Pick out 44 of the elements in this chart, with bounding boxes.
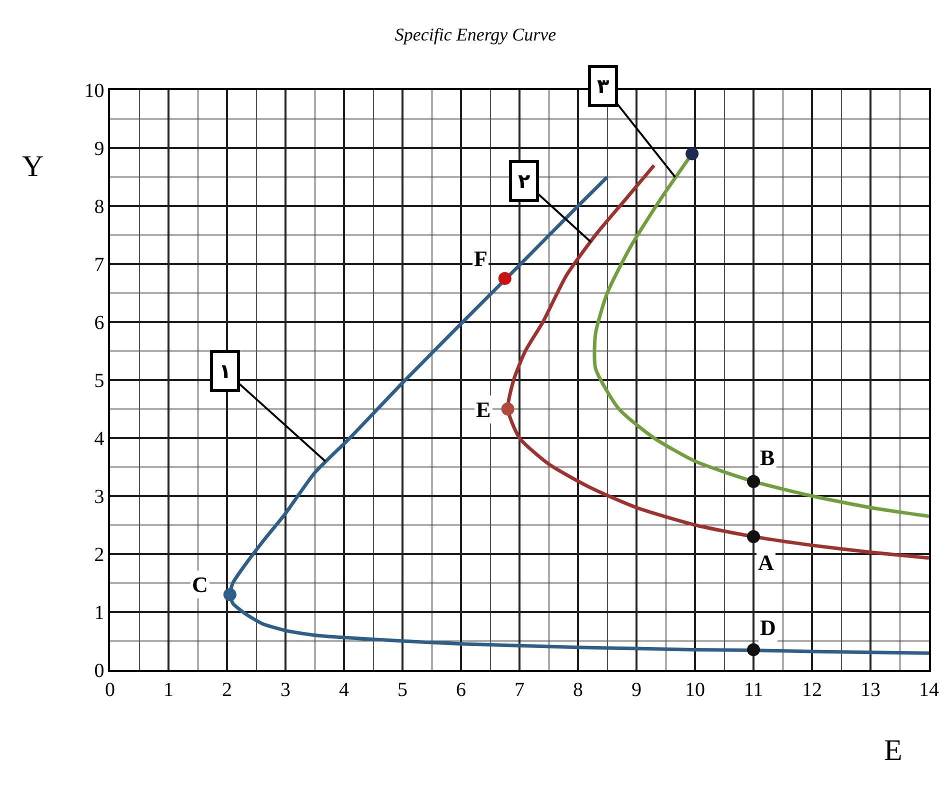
x-tick-label: 9 — [632, 678, 642, 701]
y-tick-label: 1 — [94, 602, 104, 624]
y-tick-label: 7 — [94, 254, 104, 276]
x-axis-title: E — [884, 734, 902, 767]
x-tick-label: 7 — [514, 678, 524, 701]
y-tick-label: 6 — [94, 312, 104, 334]
annotation: E — [476, 397, 491, 422]
annotation: ۳ — [597, 74, 610, 98]
y-tick-label: 8 — [94, 196, 104, 218]
annotation: C — [192, 572, 208, 597]
annotation: A — [758, 550, 774, 575]
point — [747, 530, 760, 544]
point — [498, 272, 512, 285]
x-tick-label: 8 — [573, 678, 583, 701]
y-tick-label: 10 — [84, 80, 104, 102]
y-tick-label: 9 — [94, 138, 104, 160]
x-tick-label: 2 — [222, 678, 232, 701]
chart-title: Specific Energy Curve — [394, 24, 556, 44]
y-tick-label: 4 — [94, 428, 104, 450]
y-axis-title: Y — [22, 150, 44, 183]
x-tick-label: 14 — [919, 678, 939, 701]
x-tick-label: 4 — [339, 678, 349, 701]
x-tick-label: 6 — [456, 678, 466, 701]
annotation: D — [760, 615, 776, 640]
point — [747, 475, 760, 488]
y-tick-label: 5 — [94, 370, 104, 392]
point — [501, 402, 514, 416]
annotation: ۲ — [518, 169, 530, 193]
point — [686, 147, 699, 160]
annotation: ۱ — [219, 359, 232, 383]
point — [747, 643, 760, 656]
x-tick-label: 10 — [685, 678, 705, 701]
annotation: F — [474, 246, 488, 271]
y-tick-label: 0 — [94, 660, 104, 682]
x-tick-label: 13 — [860, 678, 880, 701]
y-tick-label: 2 — [94, 544, 104, 566]
x-tick-label: 12 — [802, 678, 822, 701]
x-tick-label: 5 — [398, 678, 408, 701]
x-tick-label: 11 — [744, 678, 764, 701]
y-tick-label: 3 — [94, 486, 104, 508]
x-tick-label: 1 — [164, 678, 174, 701]
x-tick-label: 3 — [280, 678, 290, 701]
point — [223, 588, 236, 602]
annotation: B — [760, 445, 775, 470]
